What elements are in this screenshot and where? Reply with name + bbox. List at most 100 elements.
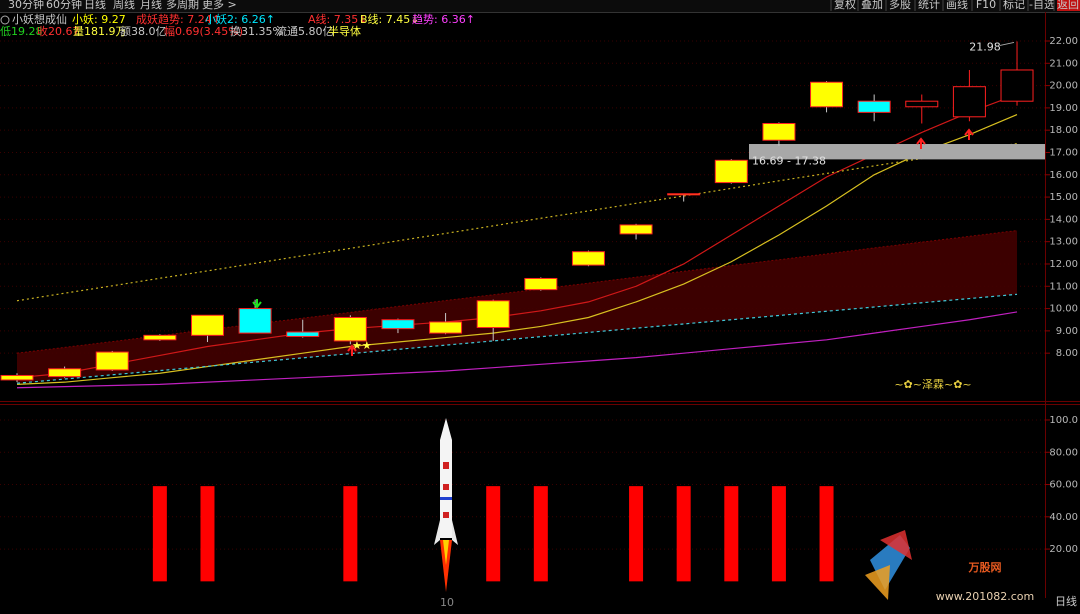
candle-body	[857, 100, 891, 113]
watermark-title: 万股网	[968, 561, 1002, 574]
indicator-item: 趋势: 6.36↑	[412, 13, 475, 26]
band	[17, 230, 1018, 384]
toolbar: 30分钟 60分钟 日线 周线 月线 多周期 更多 > 复权 叠加 多股 统计 画线 F10 标记 -自选返…	[8, 0, 1080, 11]
candle-body	[48, 368, 82, 378]
toolbar-button[interactable]: 日线	[84, 0, 106, 11]
candle-body	[238, 308, 272, 334]
indicator-line	[16, 114, 1018, 385]
buy-signal	[347, 344, 357, 356]
range-box	[749, 144, 1045, 160]
y-tick-label: 14.00	[1049, 214, 1078, 225]
candle-body	[476, 300, 510, 329]
toolbar-button[interactable]: 复权	[834, 0, 856, 11]
indicator-item: 小妖: 9.27	[72, 12, 126, 26]
candle-body	[952, 86, 986, 118]
candle-body	[0, 374, 34, 381]
y-tick-label: 16.00	[1049, 170, 1078, 181]
bar	[486, 486, 501, 582]
toolbar-button[interactable]: 返回	[1057, 0, 1079, 11]
y-tick-label: 12.00	[1049, 259, 1078, 270]
bar	[771, 486, 786, 582]
indicator-name: 小妖想成仙	[12, 12, 67, 26]
sell-signal	[252, 299, 262, 309]
period-label: 日线	[1055, 594, 1077, 608]
toolbar-button[interactable]: -自选	[1029, 0, 1055, 11]
y-tick-label: 40.00	[1049, 512, 1078, 523]
quote-item: 低19.28	[0, 25, 43, 38]
candle-body	[810, 81, 844, 108]
candle-body	[619, 224, 653, 235]
candle-body	[429, 321, 463, 334]
quote-item: 换31.35%	[230, 24, 283, 38]
range-label: 16.69 - 17.38	[752, 155, 826, 168]
star-mark: ★★	[352, 339, 372, 352]
indicator-item: B线: 7.45↓	[360, 12, 419, 26]
indicator-item: 小妖2: 6.26↑	[205, 12, 275, 26]
y-tick-label: 21.00	[1049, 58, 1078, 69]
candle-body	[143, 334, 177, 341]
quote-item: 半导体	[328, 24, 361, 38]
watermark-url: www.201082.com	[936, 590, 1034, 603]
bar	[200, 486, 215, 582]
indicator-panel: 20.00 40.00 60.00 80.00 100.0 10	[0, 415, 1078, 609]
toolbar-button[interactable]: 画线	[946, 0, 968, 11]
y-tick-label: 9.00	[1056, 326, 1078, 337]
bar	[676, 486, 691, 582]
y-tick-label: 20.00	[1049, 81, 1078, 92]
toolbar-button-bg	[1057, 0, 1080, 11]
buy-signal	[916, 137, 926, 149]
y-tick-label: 15.00	[1049, 192, 1078, 203]
candle-body	[381, 319, 415, 330]
candle-body	[524, 277, 558, 291]
toolbar-button[interactable]: 30分钟	[8, 0, 44, 11]
high-label: 21.98	[969, 40, 1001, 53]
candle-body	[95, 351, 129, 371]
candle-body	[333, 316, 367, 342]
quote-item: 量181.9万	[73, 25, 127, 38]
y-tick-label: 17.00	[1049, 147, 1078, 158]
y-tick-label: 100.0	[1049, 415, 1078, 426]
toolbar-button[interactable]: 叠加	[861, 0, 883, 11]
toolbar-button[interactable]: F10	[976, 0, 996, 11]
candle-body	[190, 314, 224, 336]
candle-body	[667, 193, 701, 196]
bar	[152, 486, 167, 582]
y-tick-label: 20.00	[1049, 544, 1078, 555]
indicator-line	[16, 93, 1018, 379]
toolbar-button[interactable]: 周线	[113, 0, 135, 11]
y-tick-label: 19.00	[1049, 103, 1078, 114]
y-tick-label: 18.00	[1049, 125, 1078, 136]
toolbar-button[interactable]: 多股	[889, 0, 911, 11]
toolbar-button[interactable]: 多周期	[166, 0, 199, 11]
toolbar-button[interactable]: 60分钟	[46, 0, 82, 11]
buy-signal	[964, 128, 974, 140]
signature: ~✿~泽霖~✿~	[894, 378, 971, 391]
candle-body	[905, 100, 939, 108]
indicator-item: 成妖趋势: 7.24↑	[136, 12, 221, 26]
indicator-icon	[0, 15, 10, 25]
indicator-line	[16, 311, 1018, 389]
bar	[724, 486, 739, 582]
toolbar-button[interactable]: 标记	[1003, 0, 1025, 11]
candle-body	[762, 122, 796, 141]
y-tick-label: 11.00	[1049, 281, 1078, 292]
candle-body	[286, 331, 320, 337]
toolbar-button[interactable]: 月线	[140, 0, 162, 11]
quote-item: 额38.0亿	[120, 25, 167, 38]
y-tick-label: 8.00	[1056, 348, 1078, 359]
y-tick-label: 10.00	[1049, 304, 1078, 315]
indicator-line	[16, 142, 1018, 302]
quote-item: 收20.67	[37, 24, 80, 38]
indicator-item: A线: 7.35↓	[308, 12, 367, 26]
candle-body	[1000, 69, 1034, 102]
watermark-logo	[865, 530, 912, 600]
y-tick-label: 60.00	[1049, 480, 1078, 491]
toolbar-button[interactable]: 统计	[918, 0, 940, 11]
high-pointer	[999, 41, 1015, 46]
candle-body	[714, 159, 748, 184]
bar	[343, 486, 358, 582]
toolbar-button[interactable]: 更多 >	[202, 0, 237, 11]
bar	[533, 486, 548, 582]
